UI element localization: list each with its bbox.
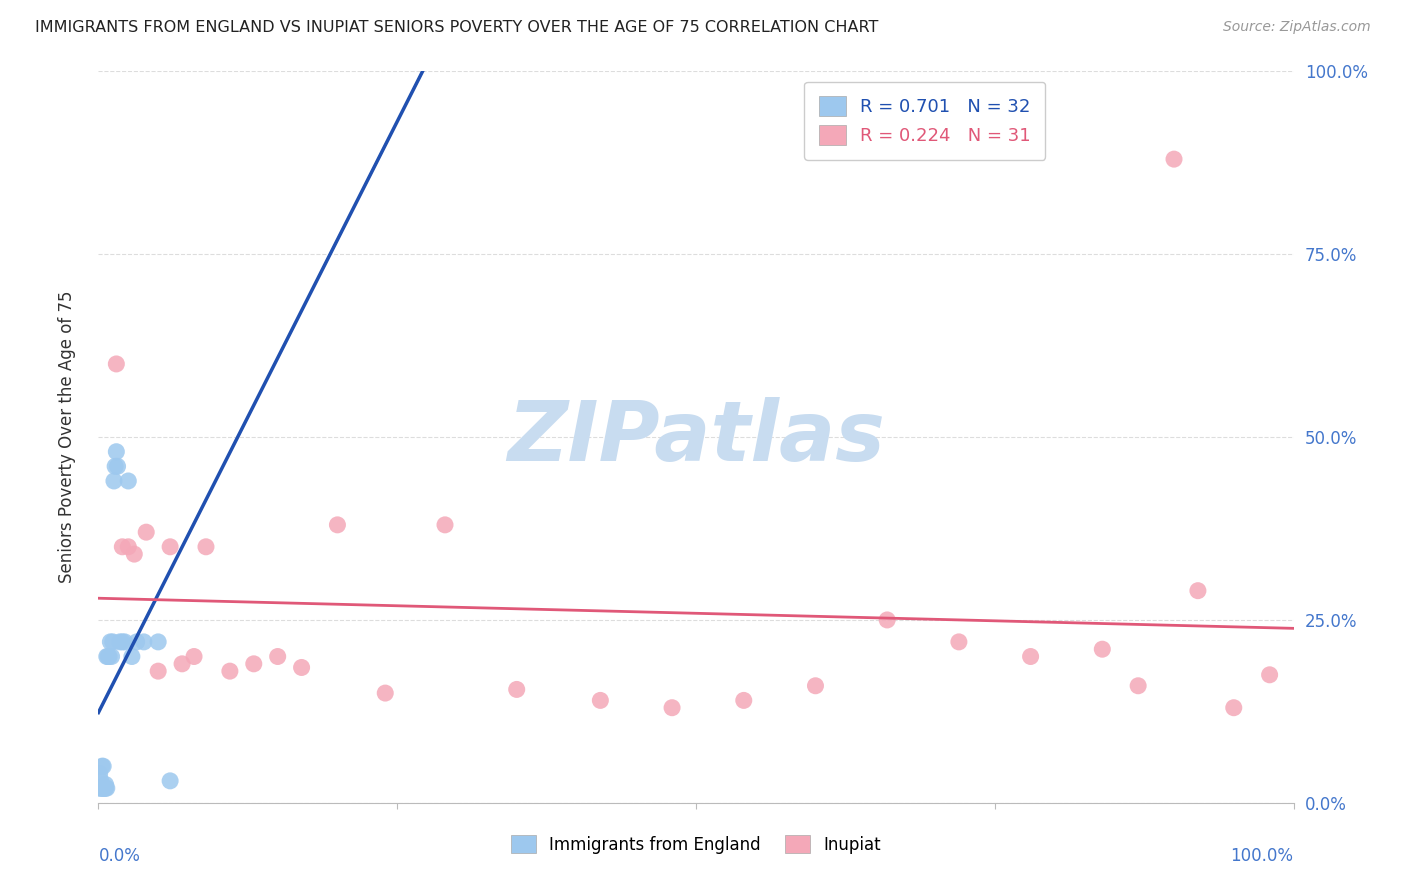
Point (1091, 642, 1114, 657)
Point (1128, 679, 1150, 693)
Point (89, 781, 111, 796)
Point (219, 664, 242, 678)
Point (434, 517, 457, 532)
Point (148, 664, 170, 678)
Point (135, 525, 157, 540)
Legend: Immigrants from England, Inupiat: Immigrants from England, Inupiat (503, 829, 889, 860)
Point (195, 540, 218, 554)
Point (148, 635, 170, 649)
Point (107, 459, 129, 474)
Point (374, 686, 396, 700)
Point (89, 766, 111, 780)
Point (1258, 667, 1281, 681)
Point (105, 357, 128, 371)
Point (111, 635, 134, 649)
Point (103, 474, 125, 488)
Point (94, 778, 117, 792)
Point (291, 660, 314, 674)
Point (125, 635, 148, 649)
Point (326, 517, 349, 532)
Point (101, 635, 124, 649)
Point (876, 613, 898, 627)
Point (589, 693, 612, 707)
Text: 100.0%: 100.0% (1230, 847, 1294, 864)
Point (91, 781, 114, 796)
Text: IMMIGRANTS FROM ENGLAND VS INUPIAT SENIORS POVERTY OVER THE AGE OF 75 CORRELATIO: IMMIGRANTS FROM ENGLAND VS INUPIAT SENIO… (35, 20, 879, 35)
Point (117, 474, 139, 488)
Point (90, 781, 112, 796)
Point (108, 635, 131, 649)
Point (93, 781, 115, 796)
Point (172, 657, 194, 671)
Text: Source: ZipAtlas.com: Source: ZipAtlas.com (1223, 20, 1371, 34)
Text: 0.0%: 0.0% (98, 847, 141, 864)
Point (111, 540, 134, 554)
Point (661, 700, 683, 714)
Point (91, 759, 114, 773)
Point (104, 459, 127, 474)
Point (97, 649, 120, 664)
Point (1163, 152, 1185, 166)
Text: ZIPatlas: ZIPatlas (508, 397, 884, 477)
Point (121, 649, 143, 664)
Point (183, 649, 205, 664)
Point (100, 649, 122, 664)
Point (96, 781, 118, 796)
Point (948, 635, 970, 649)
Point (267, 649, 290, 664)
Point (98, 635, 122, 649)
Point (91, 781, 114, 796)
Point (243, 657, 266, 671)
Point (124, 547, 146, 561)
Point (506, 682, 529, 697)
Point (733, 693, 755, 707)
Y-axis label: Seniors Poverty Over the Age of 75: Seniors Poverty Over the Age of 75 (58, 291, 76, 583)
Point (91, 759, 114, 773)
Point (96, 649, 118, 664)
Point (90, 773, 112, 788)
Point (93, 781, 115, 796)
Point (117, 540, 139, 554)
Point (159, 773, 181, 788)
Point (159, 540, 181, 554)
Point (105, 444, 128, 458)
Point (1187, 583, 1209, 598)
Point (132, 635, 155, 649)
Point (114, 635, 136, 649)
Point (98, 649, 121, 664)
Point (94, 781, 117, 796)
Point (804, 679, 827, 693)
Point (1223, 700, 1246, 714)
Point (1019, 649, 1042, 664)
